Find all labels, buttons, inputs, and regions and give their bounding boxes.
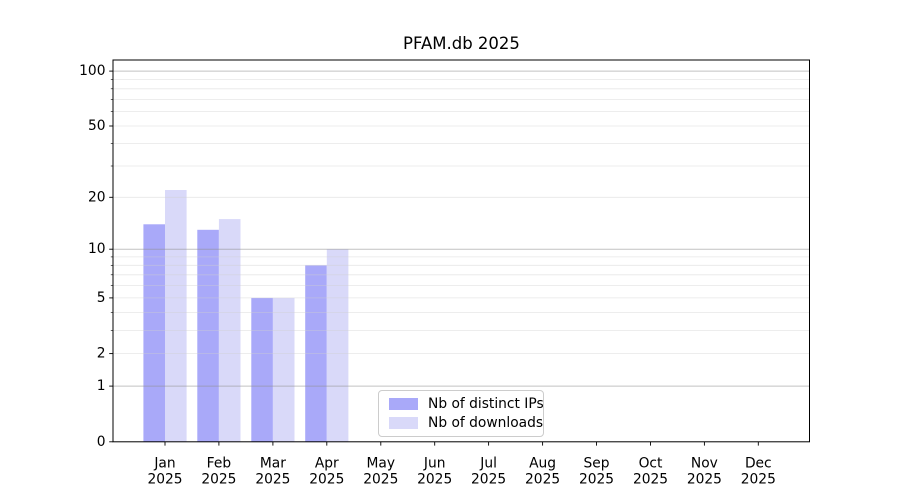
- x-tick-label-nov: Nov 2025: [687, 456, 722, 488]
- x-tick-label-jul: Jul 2025: [471, 456, 506, 488]
- x-tick-label-sep: Sep 2025: [579, 456, 614, 488]
- bar-feb-nb-of-distinct-ips: [197, 229, 219, 442]
- x-tick-label-apr: Apr 2025: [309, 456, 344, 488]
- y-tick-label-20: 20: [88, 189, 106, 205]
- x-tick-label-dec: Dec 2025: [741, 456, 776, 488]
- bar-jan-nb-of-downloads: [165, 190, 187, 442]
- x-tick-label-mar: Mar 2025: [255, 456, 290, 488]
- y-tick-label-100: 100: [79, 63, 105, 79]
- legend-label-distinct-ips: Nb of distinct IPs: [428, 396, 544, 413]
- legend-swatch-downloads: [389, 416, 418, 429]
- x-tick-label-oct: Oct 2025: [633, 456, 668, 488]
- x-tick-label-aug: Aug 2025: [525, 456, 560, 488]
- y-tick-label-1: 1: [97, 378, 106, 394]
- x-tick-label-jun: Jun 2025: [417, 456, 452, 488]
- chart-title: PFAM.db 2025: [403, 34, 520, 53]
- y-tick-label-2: 2: [97, 346, 106, 362]
- x-tick-label-feb: Feb 2025: [201, 456, 236, 488]
- legend: Nb of distinct IPs Nb of downloads: [378, 390, 544, 437]
- x-tick-label-may: May 2025: [363, 456, 398, 488]
- legend-item-distinct-ips: Nb of distinct IPs: [389, 396, 544, 412]
- bar-jan-nb-of-distinct-ips: [143, 224, 165, 442]
- y-tick-label-5: 5: [97, 290, 106, 306]
- y-tick-label-50: 50: [88, 118, 106, 134]
- axes-border: [112, 59, 810, 443]
- bar-mar-nb-of-downloads: [272, 297, 295, 442]
- legend-label-downloads: Nb of downloads: [428, 414, 544, 431]
- y-tick-label-0: 0: [97, 434, 106, 450]
- bar-apr-nb-of-downloads: [326, 249, 349, 442]
- legend-swatch-distinct-ips: [389, 398, 418, 411]
- legend-item-downloads: Nb of downloads: [389, 415, 543, 431]
- bar-mar-nb-of-distinct-ips: [251, 297, 273, 442]
- y-tick-label-10: 10: [88, 241, 106, 257]
- x-tick-label-jan: Jan 2025: [147, 456, 182, 488]
